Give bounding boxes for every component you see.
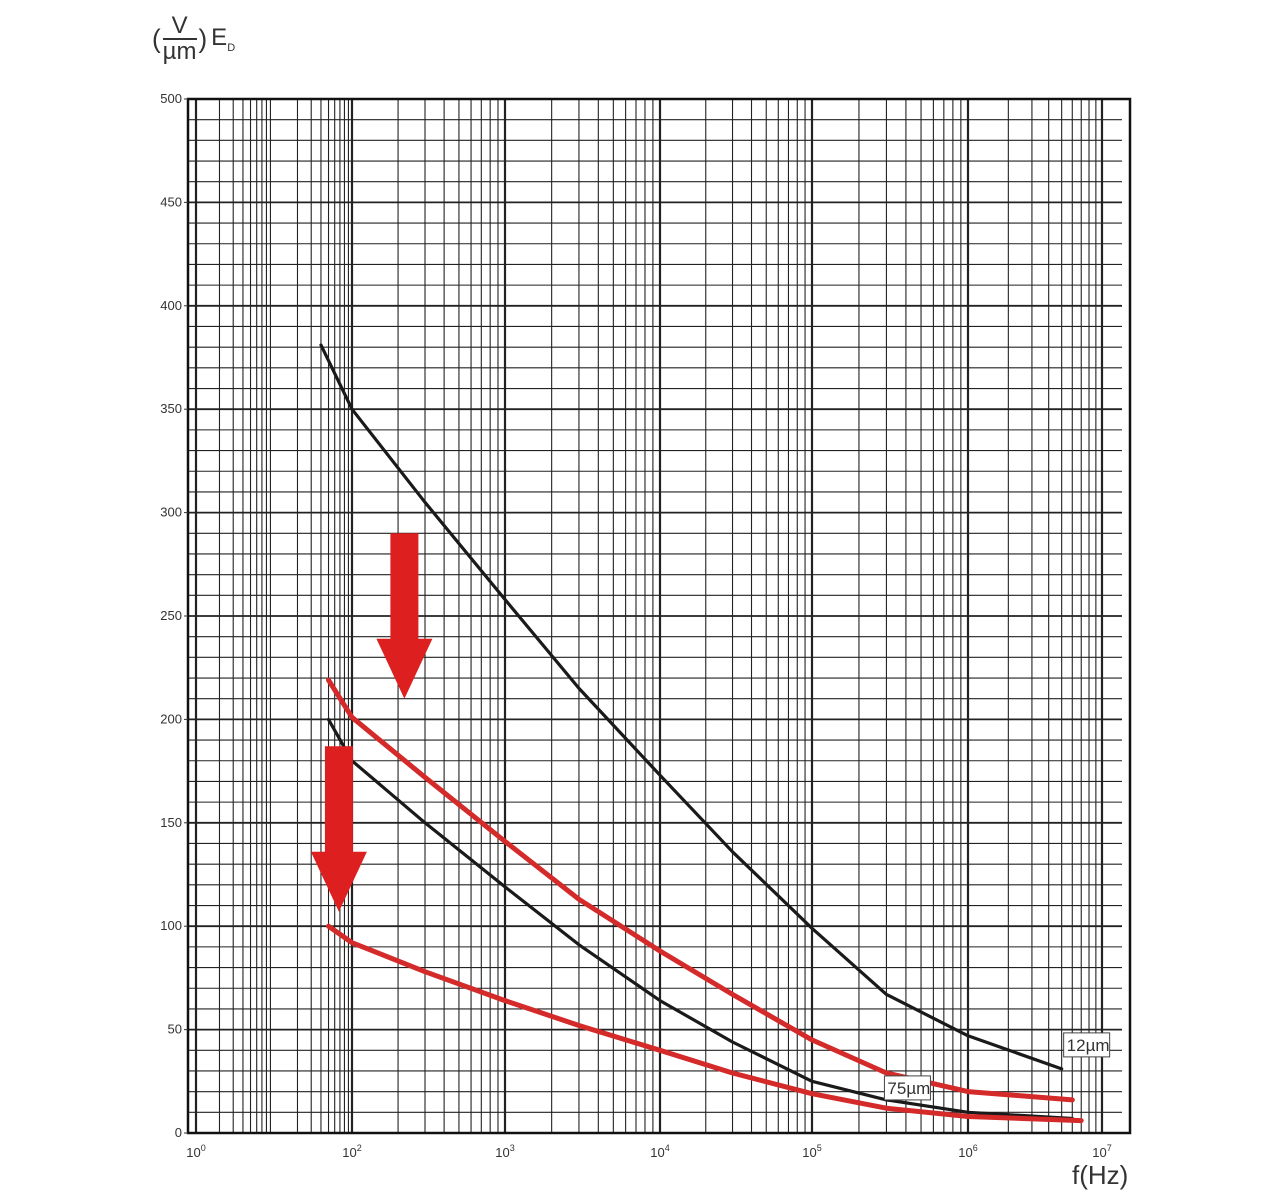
arrow-down-icon [376, 533, 433, 699]
x-tick-base: 10 [1092, 1145, 1106, 1160]
y-label-symbol-letter: E [211, 24, 228, 52]
x-tick-base: 10 [650, 1145, 664, 1160]
grid [188, 98, 1122, 1134]
x-tick-exponent: 5 [817, 1143, 822, 1153]
x-tick-label: 106 [958, 1143, 977, 1160]
x-tick-base: 10 [495, 1145, 509, 1160]
y-tick-label: 500 [160, 91, 182, 106]
x-tick-exponent: 7 [1107, 1143, 1112, 1153]
x-tick-base: 10 [186, 1145, 200, 1160]
x-axis-label: f(Hz) [1072, 1160, 1129, 1190]
y-label-symbol-subscript: D [227, 41, 236, 54]
series-label-box [883, 1075, 931, 1101]
y-tick-label: 300 [160, 505, 182, 520]
x-tick-exponent: 6 [973, 1143, 978, 1153]
series-labels: 12µm 75µm [883, 1032, 1111, 1101]
y-tick-label: 450 [160, 194, 182, 209]
series-label-text: 12µm [1067, 1036, 1110, 1055]
x-tick-label: 103 [495, 1143, 514, 1160]
y-label-symbol: ED [211, 24, 236, 54]
y-tick-label: 250 [160, 608, 182, 623]
y-label-numerator: V [162, 14, 197, 40]
y-label-open-paren: ( [152, 23, 161, 54]
x-tick-base: 10 [958, 1145, 972, 1160]
series-label-box [1063, 1032, 1111, 1058]
series-line-12m [319, 343, 1064, 1071]
series-line-75m [326, 717, 1074, 1121]
y-tick-label: 200 [160, 711, 182, 726]
x-tick-exponent: 3 [510, 1143, 515, 1153]
x-tick-label: 100 [186, 1143, 205, 1160]
y-label-close-paren: ) [198, 23, 208, 54]
x-tick-exponent: 0 [201, 1143, 206, 1153]
y-tick-label: 100 [160, 918, 182, 933]
y-label-denominator: µm [162, 38, 197, 65]
y-tick-label: 50 [168, 1022, 182, 1037]
y-tick-label: 0 [175, 1125, 182, 1140]
x-tick-label: 102 [342, 1143, 361, 1160]
x-tick-exponent: 4 [665, 1143, 670, 1153]
x-tick-label: 104 [650, 1143, 669, 1160]
x-tick-base: 10 [342, 1145, 356, 1160]
x-tick-base: 10 [802, 1145, 816, 1160]
y-tick-label: 350 [160, 401, 182, 416]
series-line-red-3 [326, 923, 1084, 1124]
y-tick-label: 150 [160, 815, 182, 830]
annotation-group [310, 533, 433, 912]
x-tick-label: 105 [802, 1143, 821, 1160]
series-label-text: 75µm [887, 1079, 930, 1098]
x-tick-label: 107 [1092, 1143, 1111, 1160]
arrow-down-icon [310, 746, 367, 912]
y-tick-label: 400 [160, 298, 182, 313]
x-tick-exponent: 2 [357, 1143, 362, 1153]
